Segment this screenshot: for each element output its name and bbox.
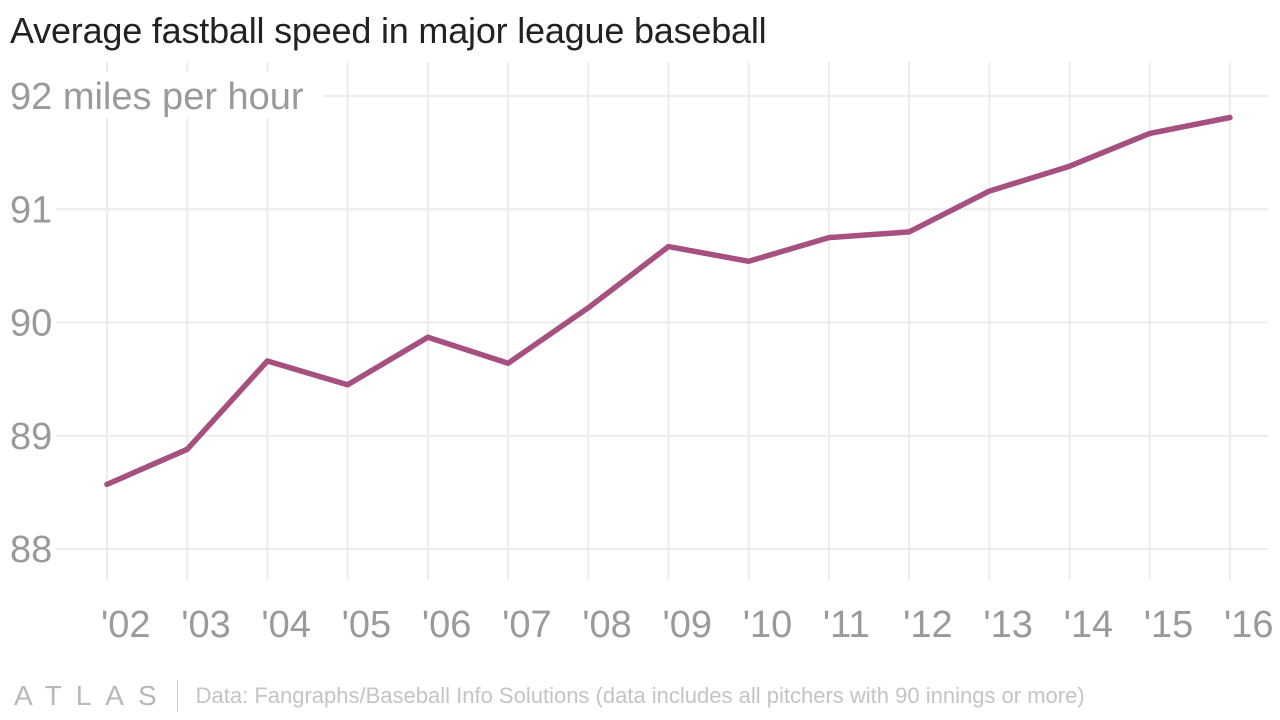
y-axis-tick-labels: 88 89 90 91 92 miles per hour [6,72,324,571]
data-source-note: Data: Fangraphs/Baseball Info Solutions … [195,683,1085,708]
data-point [264,358,270,364]
data-point [906,229,912,235]
series-group [104,114,1233,488]
data-point [986,188,992,194]
x-tick-label: '13 [983,604,1033,646]
x-tick-label: '02 [101,604,151,646]
y-tick-label-background [6,185,56,232]
x-tick-label: '08 [582,604,632,646]
x-tick-label: '04 [261,604,311,646]
y-tick-label-with-unit: 92 miles per hour [10,76,304,118]
y-tick-label: 89 [10,416,52,458]
x-tick-label: '10 [743,604,793,646]
chart-footer: ATLAS Data: Fangraphs/Baseball Info Solu… [14,680,1085,712]
y-tick-label-background [6,411,56,458]
chart-title: Average fastball speed in major league b… [10,10,767,51]
x-tick-label: '14 [1064,604,1114,646]
data-point [666,244,671,250]
data-point [1227,115,1233,121]
data-point [826,235,832,241]
data-point [184,446,190,452]
data-point [746,258,752,264]
y-tick-label-background [6,298,56,345]
x-tick-label: '12 [903,604,953,646]
y-tick-label: 90 [10,303,52,345]
data-point [505,360,511,366]
y-tick-label-background [6,525,56,571]
data-point [585,305,591,311]
atlas-logo: ATLAS [14,680,171,711]
x-tick-label: '15 [1144,604,1194,646]
data-point [1067,163,1073,169]
x-axis-tick-labels: '02 '03 '04 '05 '06 '07 '08 '09 '10 '11 '12 '13 '14 '… [101,604,1274,646]
footer-divider [176,680,178,712]
x-tick-label: '11 [823,604,870,646]
x-tick-label: '09 [663,604,713,646]
data-point [345,382,351,388]
y-tick-label: 91 [10,189,52,231]
x-tick-label: '16 [1224,604,1274,646]
x-tick-label: '07 [502,604,552,646]
x-tick-label: '06 [422,604,472,646]
data-point [104,481,110,487]
chart-grid [12,62,1268,580]
y-tick-label: 88 [10,529,52,571]
data-point [1147,130,1153,136]
x-tick-label: '03 [181,604,231,646]
x-tick-label: '05 [342,604,392,646]
data-point [425,334,431,340]
y-tick-label-background [6,72,324,118]
